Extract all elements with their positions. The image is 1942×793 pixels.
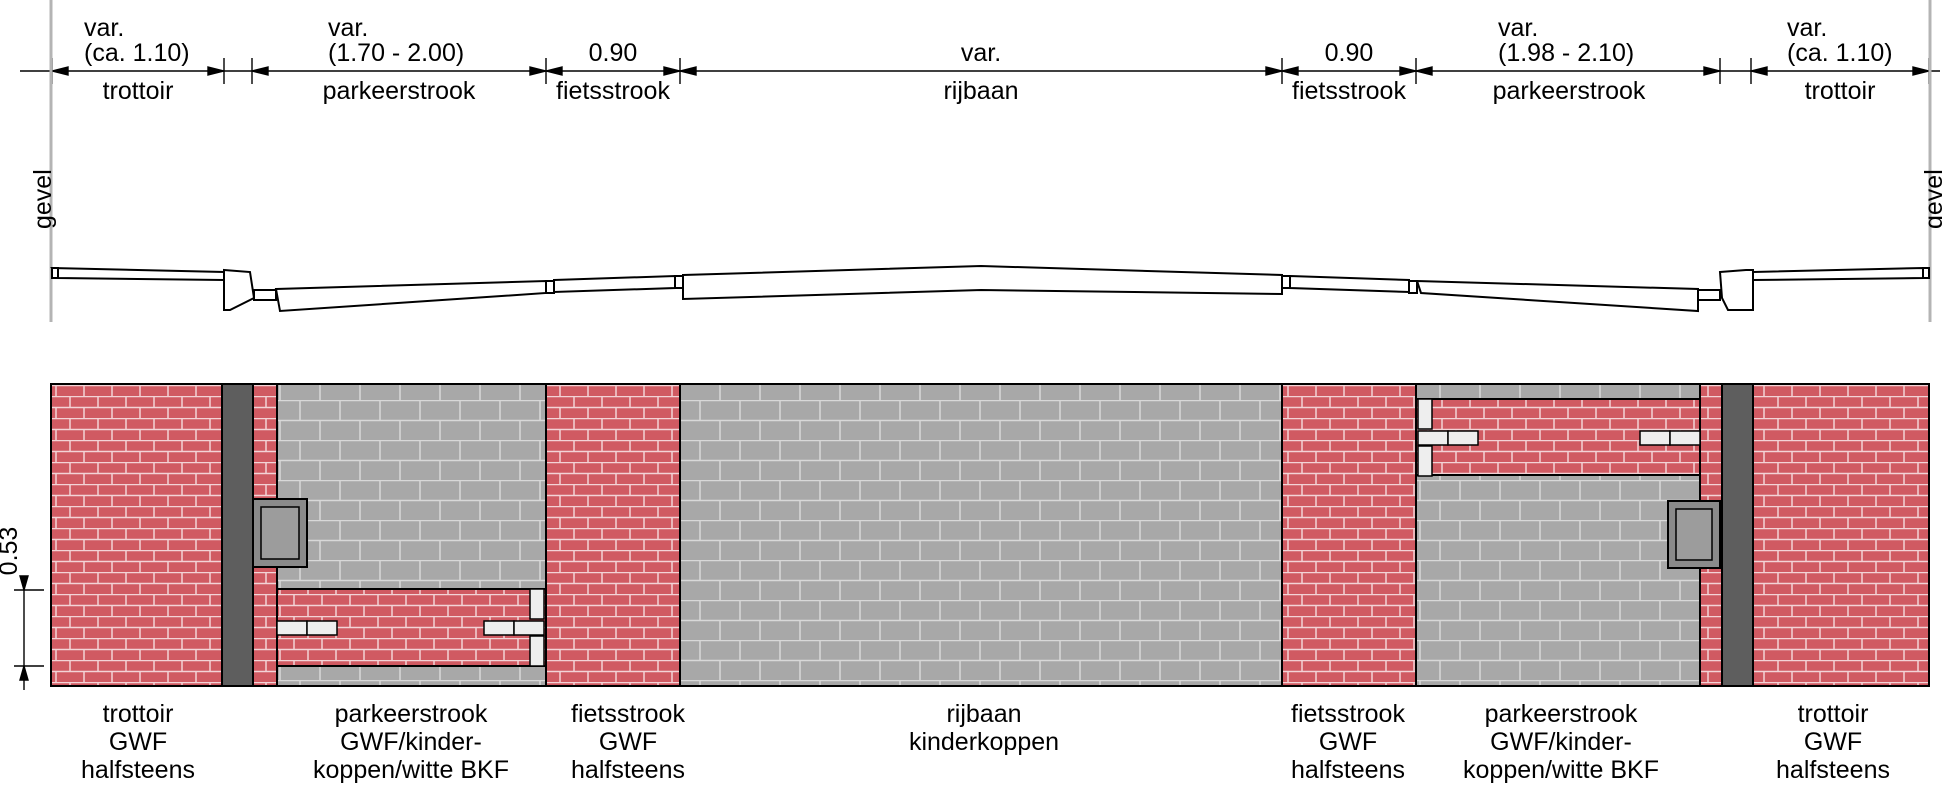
facade-label-right: gevel: [1920, 169, 1942, 229]
zone-trottoir-left-l3: halfsteens: [81, 756, 195, 784]
dim-rijbaan-value: var.: [961, 39, 1001, 67]
gully-pit-right: [1667, 500, 1721, 569]
trottoir-right-paving: [1752, 383, 1930, 687]
dim-trottoir-left-line2: (ca. 1.10): [84, 39, 190, 67]
zone-rijbaan-l2: kinderkoppen: [909, 728, 1059, 756]
zone-trottoir-right-l3: halfsteens: [1776, 756, 1890, 784]
white-bkf-markings: [276, 398, 1701, 667]
zone-rijbaan-l1: rijbaan: [946, 700, 1021, 728]
zone-parkeer-right-l1: parkeerstrook: [1485, 700, 1638, 728]
zone-fiets-right-l1: fietsstrook: [1291, 700, 1405, 728]
dim-trottoir-right-line2: (ca. 1.10): [1787, 39, 1893, 67]
dim-parkeer-left-zone: parkeerstrook: [323, 77, 476, 105]
facade-label-left: gevel: [29, 169, 57, 229]
scale-dimension: [14, 575, 44, 690]
zone-fiets-right-l3: halfsteens: [1291, 756, 1405, 784]
zone-fiets-left-l2: GWF: [599, 728, 657, 756]
scale-label: 0.53: [0, 527, 23, 576]
dim-trottoir-right-line1: var.: [1787, 14, 1827, 42]
dim-rijbaan-zone: rijbaan: [943, 77, 1018, 105]
dim-parkeer-left-line2: (1.70 - 2.00): [328, 39, 464, 67]
zone-labels: trottoir GWF halfsteens parkeerstrook GW…: [81, 700, 1890, 784]
zone-parkeer-left-l1: parkeerstrook: [335, 700, 488, 728]
zone-parkeer-left-l3: koppen/witte BKF: [313, 756, 509, 784]
dimension-labels: var. (ca. 1.10) trottoir var. (1.70 - 2.…: [84, 14, 1893, 105]
zone-trottoir-left-l1: trottoir: [103, 700, 174, 728]
zone-trottoir-right-l1: trottoir: [1798, 700, 1869, 728]
dim-parkeer-right-line1: var.: [1498, 14, 1538, 42]
dim-trottoir-left-zone: trottoir: [103, 77, 174, 105]
zone-fiets-right-l2: GWF: [1319, 728, 1377, 756]
dim-fiets-right-zone: fietsstrook: [1292, 77, 1406, 105]
dim-fiets-left-zone: fietsstrook: [556, 77, 670, 105]
dim-fiets-left-value: 0.90: [589, 39, 638, 67]
kerb-right: [1721, 383, 1754, 687]
zone-parkeer-right-l2: GWF/kinder-: [1490, 728, 1632, 756]
kerb-left: [221, 383, 254, 687]
zone-fiets-left-l3: halfsteens: [571, 756, 685, 784]
gully-pit-left: [252, 498, 308, 568]
fiets-left-paving: [545, 383, 681, 687]
dim-fiets-right-value: 0.90: [1325, 39, 1374, 67]
dim-trottoir-left-line1: var.: [84, 14, 124, 42]
zone-fiets-left-l1: fietsstrook: [571, 700, 685, 728]
dim-parkeer-left-line1: var.: [328, 14, 368, 42]
dim-parkeer-right-zone: parkeerstrook: [1493, 77, 1646, 105]
dimension-chain: [20, 58, 1940, 84]
zone-trottoir-right-l2: GWF: [1804, 728, 1862, 756]
fiets-right-paving: [1281, 383, 1417, 687]
rijbaan-cobbles: [679, 383, 1283, 687]
zone-parkeer-right-l3: koppen/witte BKF: [1463, 756, 1659, 784]
dim-trottoir-right-zone: trottoir: [1805, 77, 1876, 105]
dim-parkeer-right-line2: (1.98 - 2.10): [1498, 39, 1634, 67]
zone-parkeer-left-l2: GWF/kinder-: [340, 728, 482, 756]
paving-plan: [50, 383, 1930, 687]
trottoir-left-paving: [50, 383, 223, 687]
zone-trottoir-left-l2: GWF: [109, 728, 167, 756]
cross-section: [50, 264, 1930, 313]
